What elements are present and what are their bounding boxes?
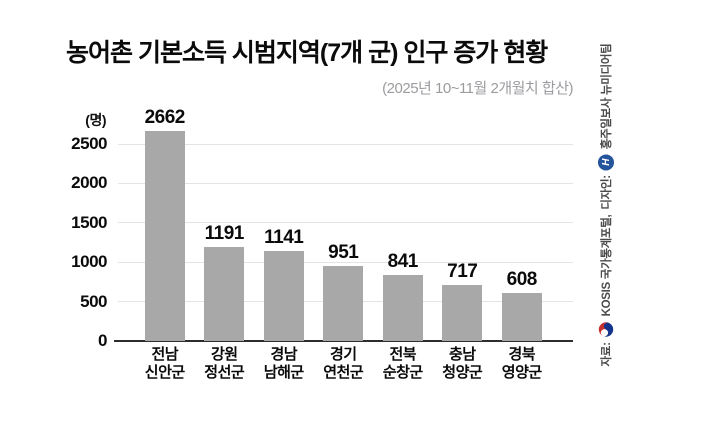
korea-government-emblem-icon [598,321,614,337]
x-category-label: 경기 연천군 [298,346,388,381]
x-category-label: 경북 영양군 [477,346,567,381]
y-axis-unit-label: (명) [85,112,106,128]
y-tick-label: 2500 [71,134,107,153]
x-axis-line [114,340,573,342]
bar-value-label: 841 [387,251,419,272]
bar-value-label: 717 [447,261,478,282]
credit-line: 자료: KOSIS 국가통계포털, 디자인: H 홍주일보사 뉴미디어팀 [598,44,614,366]
gridline [118,182,573,184]
x-category-label: 경남 남해군 [239,346,329,381]
x-category-label-line: 청양군 [442,363,483,381]
x-category-label-line: 충남 [448,346,476,363]
x-category-label-line: 전북 [389,346,417,363]
x-category-label: 충남 청양군 [417,346,507,381]
y-tick-label: 2000 [71,173,107,193]
bar [382,275,423,341]
bar [263,251,304,341]
x-category-label-line: 남해군 [263,363,304,381]
x-category-label-line: 경남 [270,346,298,363]
gridline [118,222,573,224]
bar [144,131,185,341]
x-category-label-line: 경북 [508,346,536,363]
bar [323,266,364,341]
bar-value-label: 2662 [144,107,186,128]
bar [442,285,483,341]
x-category-label-line: 연천군 [323,363,364,381]
gridline [118,143,573,145]
y-tick-label: 1500 [71,212,107,232]
gridline [118,261,573,263]
x-category-label-line: 신안군 [144,363,185,381]
bar-value-label: 1191 [204,223,245,244]
x-category-label-line: 전남 [151,346,179,363]
x-category-label: 강원 정선군 [179,346,269,381]
bar [501,293,542,341]
bar-value-label: 951 [328,242,359,263]
bar [204,247,245,341]
chart-title: 농어촌 기본소득 시범지역(7개 군) 인구 증가 현황 [66,39,548,67]
x-category-label: 전북 순창군 [358,346,448,381]
y-tick-label: 0 [98,331,107,350]
x-category-label-line: 순창군 [382,363,423,381]
y-tick-label: 1000 [71,252,107,272]
x-category-label-line: 강원 [210,346,238,363]
x-category-label: 전남 신안군 [120,346,210,381]
y-tick-label: 500 [80,291,107,311]
bar-value-label: 608 [506,269,538,290]
chart-subtitle: (2025년 10~11월 2개월치 합산) [382,80,573,97]
x-category-label-line: 경기 [329,346,357,363]
x-category-label-line: 영양군 [501,363,542,381]
x-category-label-line: 정선군 [204,363,245,381]
bar-value-label: 1141 [264,227,304,248]
